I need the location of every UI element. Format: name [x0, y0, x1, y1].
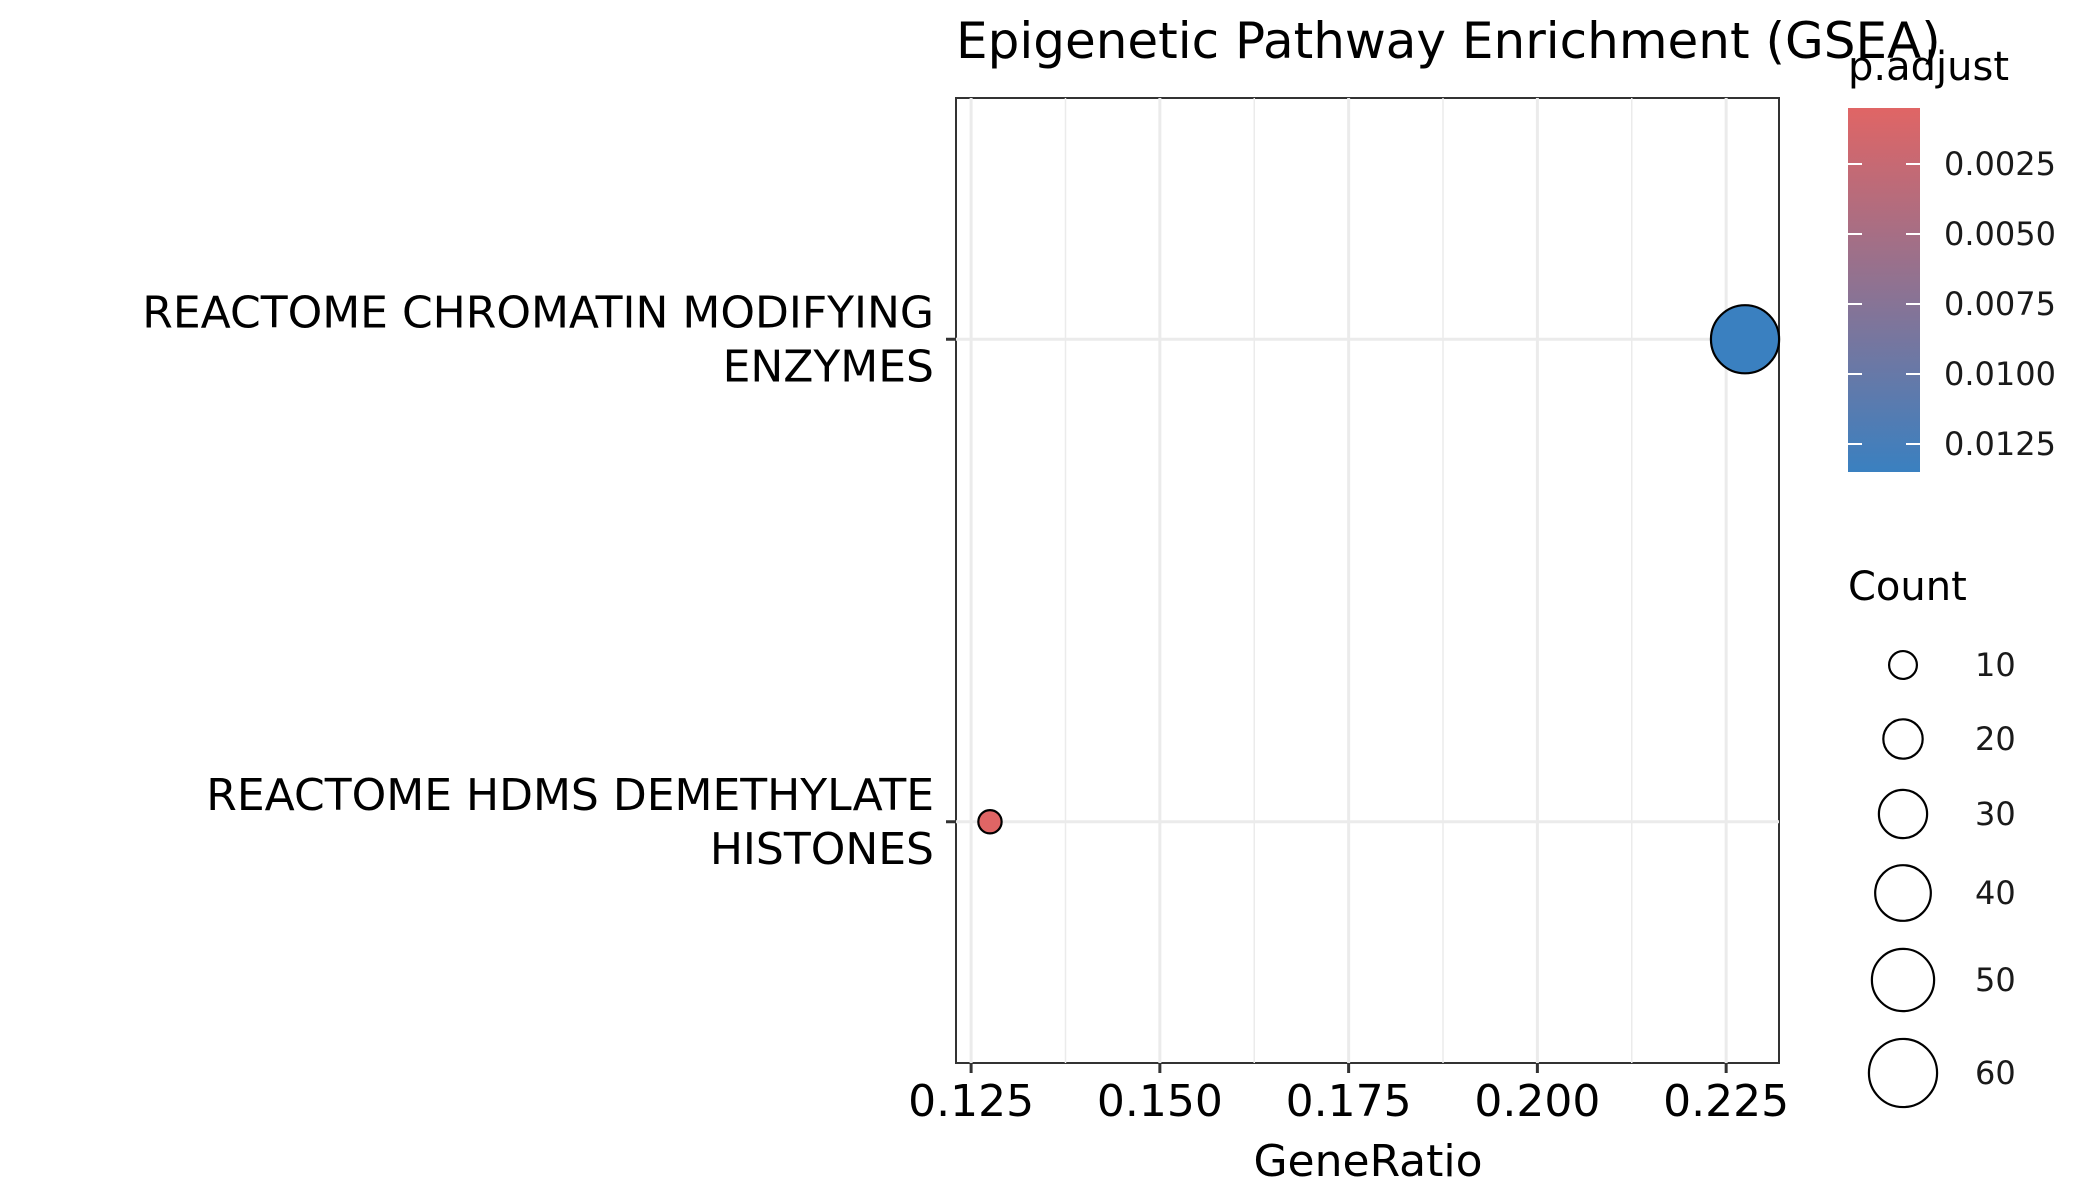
p-adjust-legend: p.adjust 0.0025 0.0050 0.0075 0.0100 0.0125: [1848, 44, 2056, 472]
count-key-circle: [1877, 788, 1929, 840]
count-key-circle: [1874, 864, 1932, 922]
major-gridlines: [956, 98, 1779, 1063]
count-keys: 10 20 30 40 50 60: [1867, 646, 2016, 1109]
count-legend-title: Count: [1848, 564, 1967, 610]
count-legend: Count 10 20 30 40 50 60: [1848, 564, 2016, 1109]
count-key-circle: [1887, 649, 1919, 681]
data-point: [977, 809, 1003, 835]
p-adjust-ticks: 0.0025 0.0050 0.0075 0.0100 0.0125: [1848, 145, 2056, 463]
y-tick-label-line: HISTONES: [710, 824, 934, 875]
minor-gridlines: [1064, 98, 1633, 1063]
count-key-circle: [1867, 1037, 1939, 1109]
colorbar-tick-label: 0.0100: [1944, 355, 2056, 393]
count-key-label: 10: [1975, 646, 2016, 684]
count-key-circle: [1882, 718, 1924, 760]
data-point: [1709, 304, 1781, 375]
x-tick-label: 0.125: [908, 1076, 1034, 1127]
y-tick-label-line: REACTOME HDMS DEMETHYLATE: [206, 770, 934, 821]
x-axis: 0.125 0.150 0.175 0.200 0.225: [908, 1063, 1789, 1127]
count-key-label: 60: [1975, 1054, 2016, 1092]
colorbar-tick-label: 0.0025: [1944, 145, 2056, 183]
colorbar-tick-label: 0.0075: [1944, 285, 2056, 323]
x-tick-label: 0.200: [1474, 1076, 1600, 1127]
y-tick-label: REACTOME CHROMATIN MODIFYING ENZYMES: [142, 287, 934, 392]
x-axis-title: GeneRatio: [1253, 1136, 1482, 1187]
colorbar-tick-label: 0.0125: [1944, 425, 2056, 463]
count-key-label: 40: [1975, 874, 2016, 912]
p-adjust-colorbar: [1848, 108, 1920, 472]
count-key-label: 30: [1975, 795, 2016, 833]
count-key-label: 20: [1975, 720, 2016, 758]
count-key-label: 50: [1975, 961, 2016, 999]
x-tick-label: 0.150: [1097, 1076, 1223, 1127]
p-adjust-legend-title: p.adjust: [1848, 44, 2009, 90]
y-tick-label: REACTOME HDMS DEMETHYLATE HISTONES: [206, 770, 934, 875]
x-tick-label: 0.175: [1286, 1076, 1412, 1127]
y-tick-label-line: ENZYMES: [723, 341, 934, 392]
y-tick-label-line: REACTOME CHROMATIN MODIFYING: [142, 287, 934, 338]
x-tick-label: 0.225: [1663, 1076, 1789, 1127]
chart-title: Epigenetic Pathway Enrichment (GSEA): [956, 12, 1941, 70]
data-points: [977, 304, 1781, 835]
plot-panel: [955, 97, 1780, 1064]
y-axis: REACTOME CHROMATIN MODIFYING ENZYMESREACT…: [142, 287, 956, 875]
count-key-circle: [1870, 947, 1936, 1013]
colorbar-tick-label: 0.0050: [1944, 215, 2056, 253]
